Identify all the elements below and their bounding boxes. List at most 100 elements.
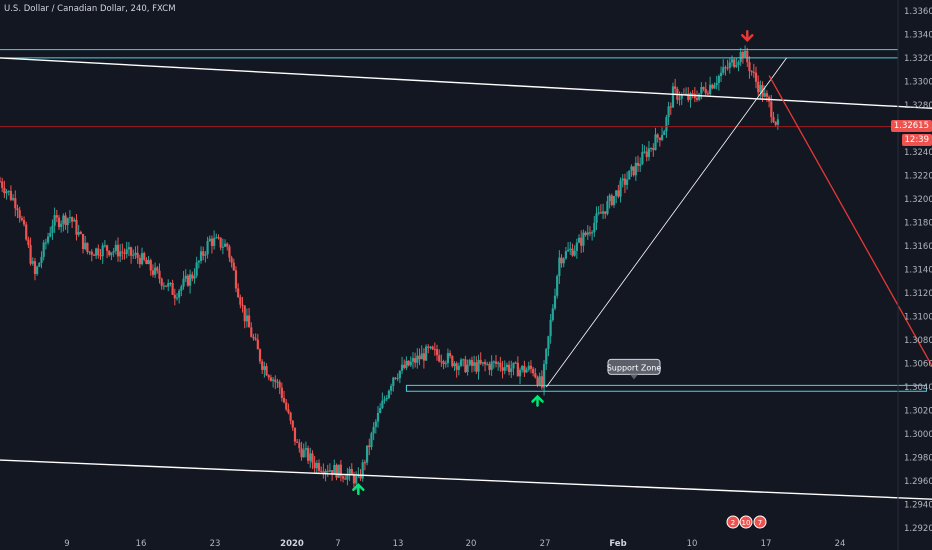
candle-body: [396, 378, 399, 380]
candle-body: [606, 201, 609, 214]
time-tick-label: 16: [136, 539, 147, 549]
candle-body: [650, 148, 653, 150]
candle-body: [475, 362, 478, 372]
support-zone-label: Support Zone: [607, 363, 662, 372]
candle-body: [724, 67, 727, 69]
price-tick-label: 1.29400: [904, 501, 932, 511]
event-badge-label: 10: [742, 519, 751, 527]
candle-body: [726, 67, 729, 69]
candle-body: [221, 246, 224, 248]
candle-body: [136, 252, 139, 258]
time-tick-label: 2020: [280, 539, 304, 549]
candle-body: [580, 237, 583, 246]
candle-body: [355, 476, 358, 484]
support-zone-callout[interactable]: Support Zone: [607, 358, 662, 380]
candle-body: [497, 362, 500, 364]
candle-body: [352, 474, 356, 484]
candle-body: [621, 178, 624, 181]
candle-body: [560, 257, 563, 264]
candle-body: [27, 239, 30, 246]
candle-body: [588, 232, 592, 234]
candle-body: [265, 366, 268, 376]
candle-body: [532, 368, 535, 374]
candle-body: [575, 242, 578, 251]
candle-body: [180, 286, 183, 291]
candle-body: [418, 355, 421, 360]
candle-body: [232, 262, 235, 271]
candle-body: [665, 117, 668, 132]
candle-body: [320, 470, 323, 472]
event-badge-label: 2: [731, 519, 735, 527]
candle-body: [451, 356, 454, 367]
time-tick-label: 13: [393, 539, 404, 549]
time-axis[interactable]: 9 16 23 2020 7 13 20 27 Feb 10 17 24 2 10 7: [64, 515, 845, 549]
candle-body: [483, 362, 487, 365]
candle-body: [272, 379, 275, 381]
candle-body: [280, 387, 283, 398]
candle-body: [634, 162, 637, 176]
candle-body: [372, 426, 375, 434]
candle-body: [350, 468, 353, 475]
candle-body: [678, 98, 681, 100]
price-tick-label: 1.30400: [904, 383, 932, 393]
candle-body: [490, 361, 493, 370]
candle-body: [230, 257, 233, 263]
candle-body: [536, 377, 539, 386]
candle-body: [719, 72, 723, 77]
candle-body: [132, 254, 135, 256]
price-axis[interactable]: 1.336001.334001.332001.330001.328001.326…: [897, 0, 932, 550]
candle-body: [328, 470, 332, 472]
candle-body: [521, 365, 524, 370]
candle-body: [728, 62, 731, 68]
candle-body: [57, 217, 61, 228]
candle-body: [510, 368, 513, 372]
candle-body: [529, 365, 533, 369]
candle-body: [18, 210, 21, 219]
candle-body: [346, 473, 349, 480]
candle-body: [178, 290, 181, 298]
candle-body: [105, 245, 109, 251]
candle-body: [564, 251, 568, 259]
event-badge-circle: [739, 515, 753, 529]
candle-body: [479, 359, 482, 364]
candle-body: [197, 261, 200, 263]
candle-body: [370, 433, 373, 448]
candle-body: [757, 81, 760, 93]
candle-body: [296, 441, 299, 443]
candle-body: [282, 397, 286, 403]
time-tick-label: Feb: [609, 539, 626, 549]
candle-body: [237, 288, 240, 298]
candle-body: [709, 84, 712, 95]
candle-body: [748, 62, 751, 72]
candle-body: [5, 191, 8, 194]
candle-body: [538, 376, 541, 386]
candle-body: [411, 358, 415, 362]
candle-body: [149, 260, 152, 271]
candle-body: [525, 369, 528, 373]
candle-body: [390, 385, 393, 391]
candle-body: [114, 244, 117, 252]
candle-body: [433, 349, 436, 351]
candle-body: [363, 462, 366, 464]
time-tick-label: 17: [761, 539, 772, 549]
candle-body: [442, 361, 445, 365]
candle-body: [108, 250, 111, 256]
projection-arrow-line: [768, 75, 932, 368]
candle-body: [641, 151, 644, 165]
candle-body: [365, 445, 369, 463]
candle-body: [547, 336, 550, 349]
candle-body: [514, 362, 517, 364]
candle-body: [663, 131, 666, 136]
lower-trendline: [0, 459, 932, 500]
candle-body: [669, 106, 672, 108]
candle-body: [127, 247, 131, 250]
candle-body: [169, 283, 172, 285]
candle-body: [765, 93, 769, 97]
candle-body: [440, 361, 443, 363]
candle-body: [424, 346, 428, 361]
candle-body: [0, 181, 2, 183]
candle-body: [287, 409, 290, 413]
candle-body: [776, 119, 779, 125]
candle-body: [333, 464, 336, 475]
